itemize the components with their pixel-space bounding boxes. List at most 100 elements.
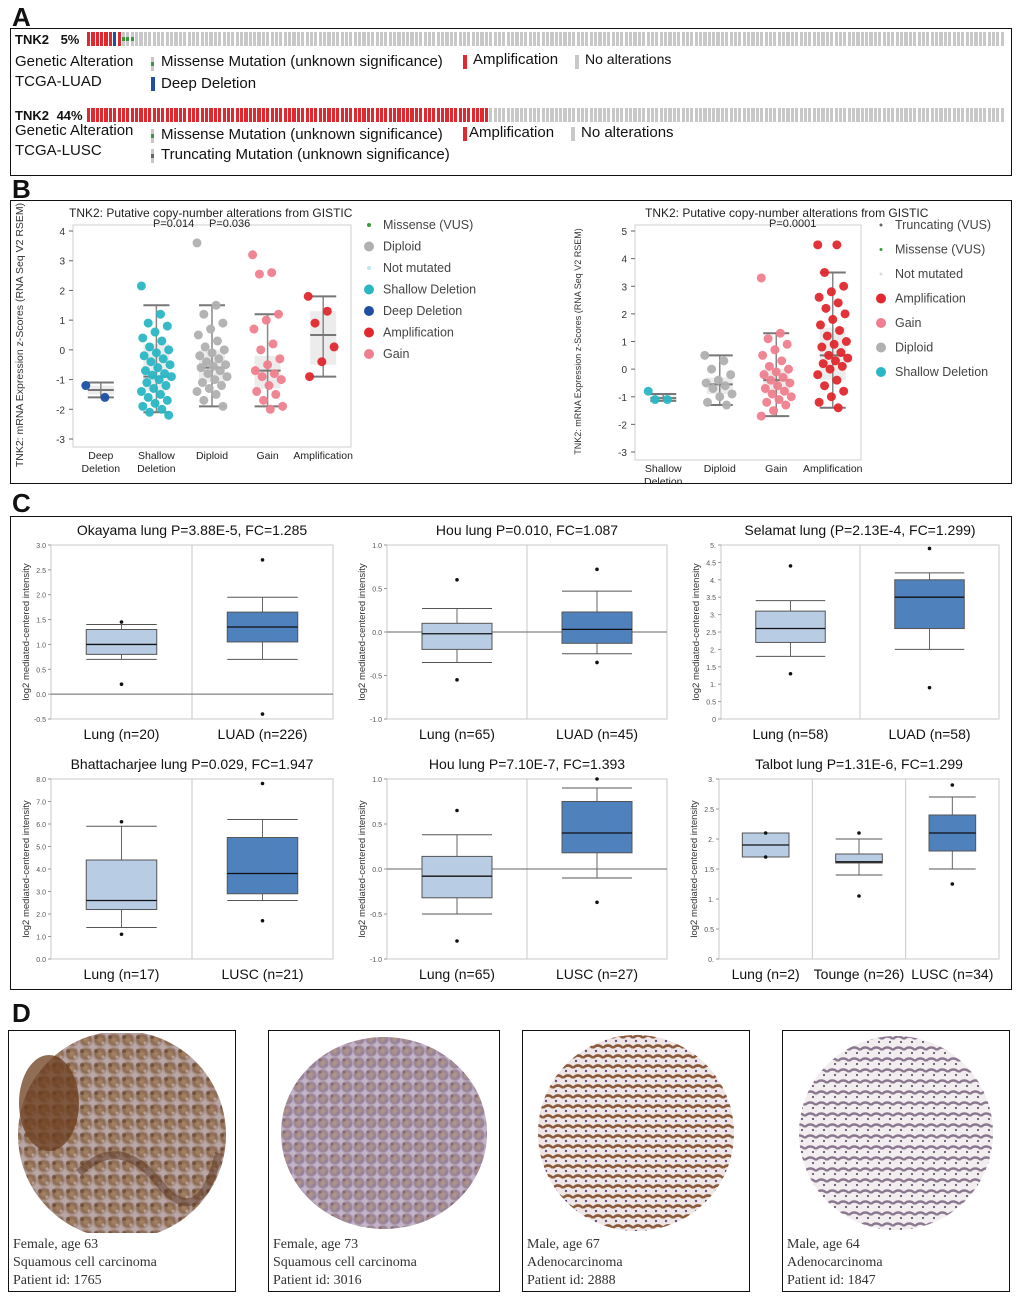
y-tick-label: 1.5	[706, 665, 716, 672]
chart-title: Talbot lung P=1.31E-6, FC=1.299	[755, 756, 963, 772]
tissue-card-1: Female, age 63 Squamous cell carcinoma P…	[8, 1030, 236, 1292]
oncoprint-sample-bar	[519, 108, 523, 122]
oncoprint-sample-bar	[336, 108, 340, 122]
y-tick-label: -1	[618, 393, 627, 404]
oncoprint-sample-bar	[323, 108, 327, 122]
data-point	[829, 339, 839, 349]
oncoprint-sample-bar	[611, 108, 615, 122]
y-tick-label: 0.0	[372, 630, 382, 637]
oncoprint-sample-bar	[257, 32, 261, 46]
oncoprint-sample-bar	[235, 32, 239, 46]
oncoprint-sample-bar	[694, 32, 698, 46]
oncoprint-sample-bar	[511, 32, 515, 46]
data-point	[166, 372, 176, 382]
oncoprint-sample-bar	[218, 32, 222, 46]
oncoprint-sample-bar	[379, 108, 384, 122]
y-tick-label: 4	[59, 227, 65, 238]
oncoprint-sample-bar	[782, 32, 786, 46]
oncoprint-sample-bar	[436, 32, 440, 46]
oncoprint-sample-bar	[991, 108, 996, 122]
x-category-label: Deep	[88, 450, 113, 462]
oncoprint-sample-bar	[445, 108, 449, 122]
oncoprint-sample-bar	[891, 32, 895, 46]
oncoprint-sample-bar	[629, 32, 633, 46]
oncoprint-sample-bar	[244, 108, 248, 122]
oncoprint-sample-bar	[205, 32, 209, 46]
oncoprint-sample-bar	[900, 32, 904, 46]
data-point	[719, 356, 729, 366]
data-point	[197, 378, 207, 388]
oncoprint-sample-bar	[121, 32, 126, 46]
panel-c-frame: Okayama lung P=3.88E-5, FC=1.285 -0.5 0.0 0…	[10, 516, 1012, 990]
oncoprint-sample-bar	[576, 108, 580, 122]
oncoprint-sample-bar	[200, 32, 204, 46]
y-tick-label: 2	[59, 286, 65, 297]
oncoprint-sample-bar	[965, 32, 969, 46]
b-left-scatter-chart: TNK2: Putative copy-number alterations f…	[14, 203, 476, 475]
oncoprint-sample-bar	[913, 32, 917, 46]
data-point	[839, 386, 849, 396]
oncoprint-sample-bar	[432, 108, 436, 122]
oncoprint-sample-bar	[563, 108, 567, 122]
c3-box-chart: Selamat lung (P=2.13E-4, FC=1.299) 0 0.5 1.…	[691, 522, 1000, 742]
oncoprint-sample-bar	[292, 32, 296, 46]
data-point	[758, 350, 768, 360]
luad-row-label: Genetic Alteration	[15, 53, 134, 70]
oncoprint-sample-bar	[484, 32, 488, 46]
lusc-legend-missense: Missense Mutation (unknown significance)	[161, 126, 443, 143]
x-category-label: Deletion	[137, 463, 176, 475]
data-point	[826, 287, 836, 297]
data-point	[329, 342, 339, 352]
oncoprint-sample-bar	[624, 108, 628, 122]
oncoprint-sample-bar	[637, 32, 641, 46]
oncoprint-sample-bar	[165, 32, 169, 46]
data-point	[763, 334, 773, 344]
oncoprint-sample-bar	[427, 108, 432, 122]
oncoprint-sample-bar	[537, 108, 541, 122]
oncoprint-sample-bar	[707, 108, 711, 122]
y-tick-label: 2.	[710, 647, 716, 654]
oncoprint-sample-bar	[200, 108, 204, 122]
oncoprint-sample-bar	[725, 108, 729, 122]
data-point	[782, 339, 792, 349]
data-point	[727, 389, 737, 399]
outlier-point	[788, 564, 793, 568]
y-tick-label: 3.0	[36, 890, 46, 897]
data-point	[824, 350, 834, 360]
oncoprint-sample-bar	[865, 108, 869, 122]
data-point	[263, 360, 273, 370]
legend-label: Shallow Deletion	[383, 283, 476, 297]
data-point	[775, 328, 785, 338]
data-point	[160, 369, 170, 379]
oncoprint-sample-bar	[218, 108, 222, 122]
oncoprint-sample-bar	[563, 32, 567, 46]
y-tick-label: 1.0	[372, 777, 382, 784]
oncoprint-sample-bar	[799, 108, 803, 122]
luad-legend-noalt: No alterations	[585, 51, 672, 67]
legend-marker	[364, 306, 374, 316]
oncoprint-sample-bar	[659, 32, 663, 46]
oncoprint-sample-bar	[926, 108, 930, 122]
oncoprint-sample-bar	[747, 108, 751, 122]
data-point	[759, 370, 769, 380]
oncoprint-sample-bar	[904, 32, 908, 46]
oncoprint-sample-bar	[384, 32, 388, 46]
c2-box-chart: Hou lung P=0.010, FC=1.087 -1.0 -0.5 0.0 0.5…	[357, 522, 668, 742]
oncoprint-sample-bar	[506, 108, 510, 122]
oncoprint-sample-bar	[108, 108, 112, 122]
oncoprint-sample-bar	[196, 108, 200, 122]
oncoprint-sample-bar	[187, 108, 191, 122]
legend-label: Missense (VUS)	[895, 243, 985, 257]
oncoprint-sample-bar	[546, 32, 550, 46]
oncoprint-sample-bar	[292, 108, 296, 122]
oncoprint-sample-bar	[178, 108, 182, 122]
oncoprint-sample-bar	[694, 108, 698, 122]
oncoprint-sample-bar	[624, 32, 628, 46]
box-iqr	[835, 853, 883, 864]
box-iqr	[421, 855, 493, 899]
data-point	[715, 392, 725, 402]
outlier-point	[260, 918, 265, 923]
oncoprint-sample-bar	[222, 108, 226, 122]
oncoprint-sample-bar	[441, 108, 445, 122]
oncoprint-sample-bar	[476, 108, 480, 122]
